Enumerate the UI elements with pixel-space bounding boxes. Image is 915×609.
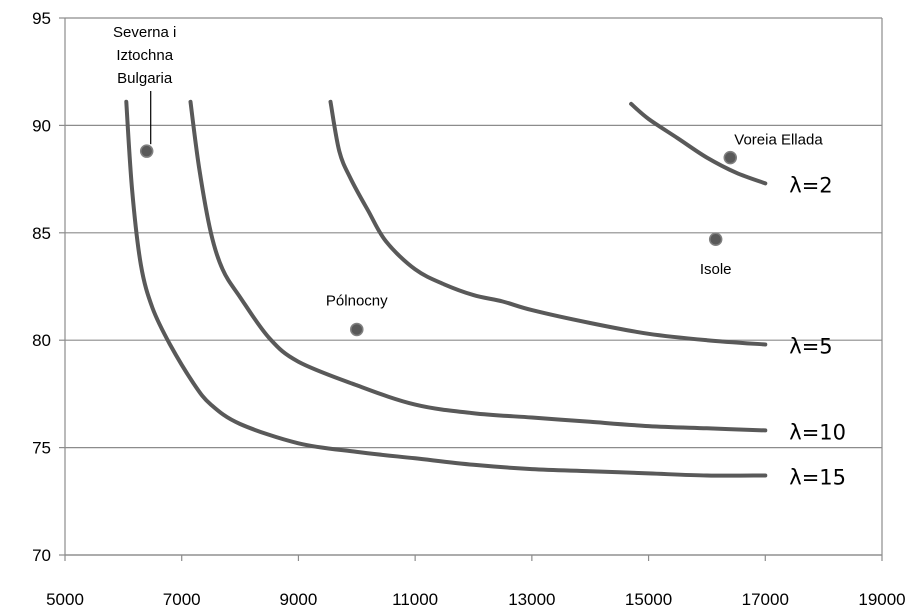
point-label: Pólnocny bbox=[326, 292, 388, 309]
x-tick-label: 7000 bbox=[163, 590, 201, 609]
point-label-line: Severna i bbox=[113, 24, 176, 41]
point-label-line: Iztochna bbox=[116, 47, 173, 64]
x-tick-label: 9000 bbox=[280, 590, 318, 609]
x-tick-label: 5000 bbox=[46, 590, 84, 609]
curves bbox=[124, 99, 768, 478]
x-tick-label: 19000 bbox=[858, 590, 905, 609]
data-point bbox=[350, 322, 364, 337]
point-label-line: Bulgaria bbox=[117, 70, 173, 87]
y-tick-label: 75 bbox=[32, 439, 51, 458]
curve-label: λ=15 bbox=[789, 466, 846, 490]
data-point bbox=[708, 232, 723, 246]
data-point bbox=[723, 150, 738, 165]
axes bbox=[59, 17, 883, 561]
curve-label: λ=10 bbox=[789, 420, 846, 444]
x-tick-label: 13000 bbox=[508, 590, 555, 609]
data-points bbox=[139, 144, 738, 337]
point-label: Isole bbox=[700, 261, 732, 278]
y-tick-label: 95 bbox=[32, 9, 51, 28]
labels: 70 75 80 85 90 95 5000 7000 9000 11000 13000 15000 1… bbox=[32, 9, 906, 609]
y-tick-label: 90 bbox=[32, 116, 51, 135]
x-tick-label: 11000 bbox=[392, 590, 438, 609]
x-tick-label: 17000 bbox=[742, 590, 789, 609]
y-tick-label: 80 bbox=[32, 331, 51, 350]
curve-λ=5 bbox=[328, 99, 768, 347]
data-point bbox=[139, 144, 154, 158]
y-tick-label: 85 bbox=[32, 224, 51, 243]
curve-λ=2 bbox=[629, 101, 768, 186]
y-tick-label: 70 bbox=[32, 546, 51, 565]
curve-λ=10 bbox=[188, 99, 768, 433]
curve-label: λ=5 bbox=[789, 334, 832, 358]
x-tick-label: 15000 bbox=[625, 590, 672, 609]
curve-label: λ=2 bbox=[789, 173, 832, 197]
curve-λ=15 bbox=[124, 99, 768, 478]
point-label: Voreia Ellada bbox=[734, 132, 823, 149]
